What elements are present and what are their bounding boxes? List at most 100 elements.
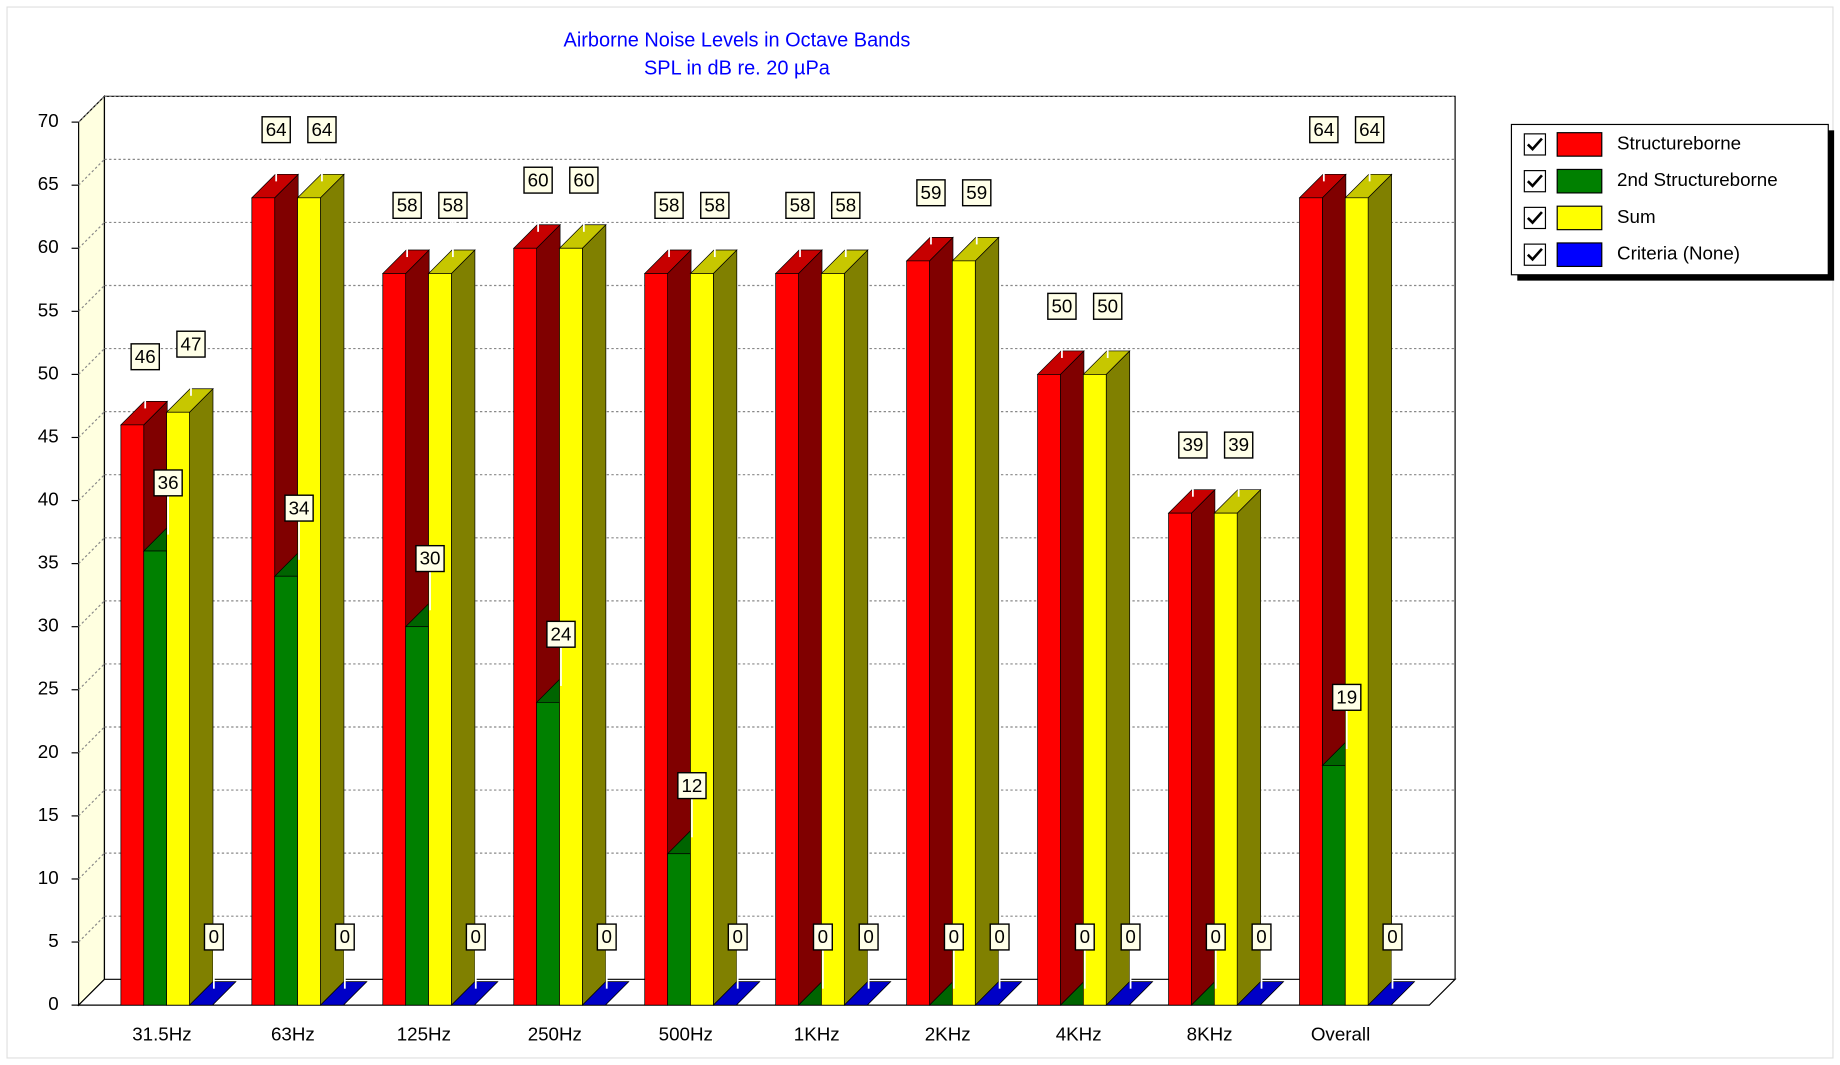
x-tick-label: 125Hz	[397, 1024, 451, 1045]
bar	[188, 981, 237, 1006]
value-label: 0	[340, 926, 350, 947]
bar-front	[166, 411, 190, 1006]
bar-front	[1344, 197, 1369, 1006]
value-label: 0	[1387, 926, 1397, 947]
value-label-box	[176, 330, 206, 358]
value-label-box	[812, 923, 833, 951]
bar-front	[251, 197, 276, 1006]
bar-top	[1105, 981, 1154, 1006]
bar-front	[1168, 512, 1192, 1006]
value-label-box	[1047, 292, 1077, 320]
value-label-box	[415, 544, 445, 573]
legend-label: Criteria (None)	[1617, 243, 1740, 264]
bar	[1367, 981, 1416, 1006]
value-label: 39	[1228, 434, 1249, 455]
bar	[450, 981, 499, 1006]
legend-label: Structureborne	[1617, 132, 1741, 153]
bar-front	[297, 197, 321, 1006]
bar	[1082, 350, 1131, 1006]
legend-check	[1526, 137, 1543, 152]
value-label-box	[307, 116, 337, 144]
bar-top	[712, 981, 761, 1006]
bar	[558, 223, 607, 1006]
value-label: 0	[949, 926, 959, 947]
value-label: 50	[1097, 295, 1118, 316]
value-label-box	[1074, 923, 1095, 951]
x-tick-label: 63Hz	[271, 1024, 315, 1045]
legend-checkbox[interactable]	[1523, 133, 1547, 156]
y-tick-label: 30	[38, 615, 59, 636]
bar-top	[974, 981, 1023, 1006]
value-label: 58	[442, 195, 463, 216]
bar-side	[974, 236, 1000, 1006]
bar-front	[513, 247, 537, 1006]
y-tick-label: 0	[48, 993, 58, 1014]
bar	[1105, 981, 1154, 1006]
grid-line	[78, 852, 105, 880]
value-label-box	[1331, 683, 1362, 711]
y-tick-label: 25	[38, 678, 59, 699]
value-label-box	[465, 923, 486, 951]
value-label-box	[700, 191, 730, 220]
y-tick-label: 45	[38, 425, 59, 446]
grid-line	[78, 915, 105, 943]
grid-line	[78, 726, 105, 754]
bar-front	[143, 550, 167, 1006]
value-label: 0	[994, 926, 1004, 947]
value-label-box	[438, 191, 468, 220]
bar	[165, 387, 214, 1006]
value-label-box	[1223, 431, 1254, 459]
y-tick-label: 35	[38, 552, 59, 573]
value-label: 19	[1336, 686, 1357, 707]
y-tick-label: 50	[38, 362, 59, 383]
bar	[427, 249, 476, 1006]
bar-side	[1060, 350, 1085, 1006]
legend-checkbox[interactable]	[1523, 170, 1547, 193]
bar-top	[450, 981, 499, 1006]
value-label: 59	[966, 182, 987, 203]
bar-front	[906, 260, 930, 1006]
bar	[951, 236, 1000, 1006]
value-label: 59	[921, 182, 942, 203]
grid-line	[78, 222, 105, 249]
grid-line	[78, 158, 105, 186]
value-label: 0	[209, 926, 219, 947]
y-tick-label: 5	[48, 930, 58, 951]
value-label-box	[546, 620, 576, 648]
bar-front	[952, 260, 976, 1006]
value-label-box	[334, 923, 355, 951]
value-label: 30	[420, 548, 441, 569]
value-label: 60	[573, 169, 594, 190]
legend-swatch	[1556, 242, 1603, 268]
grid-line	[78, 663, 105, 691]
value-label: 58	[790, 195, 811, 216]
x-tick-label: 250Hz	[528, 1024, 582, 1045]
value-label-box	[943, 923, 964, 951]
bar-side	[929, 236, 954, 1006]
value-label: 12	[682, 775, 703, 796]
bar-front	[1322, 765, 1346, 1006]
value-label-box	[916, 179, 946, 207]
legend-checkbox[interactable]	[1523, 243, 1547, 266]
legend-swatch	[1556, 205, 1603, 231]
bar-front	[536, 702, 560, 1006]
value-label-box	[1178, 431, 1208, 459]
x-tick-label: 2KHz	[925, 1024, 971, 1045]
value-label-box	[961, 179, 992, 207]
value-label-box	[785, 191, 815, 220]
value-label-box	[1205, 923, 1226, 951]
x-tick-label: 31.5Hz	[132, 1024, 191, 1045]
legend-checkbox[interactable]	[1523, 206, 1547, 230]
value-label-box	[654, 191, 684, 220]
value-label: 58	[659, 195, 680, 216]
bar-front	[405, 626, 429, 1006]
left-wall	[78, 94, 106, 1007]
bar	[689, 249, 738, 1006]
value-label-box	[523, 166, 553, 194]
value-label: 0	[1256, 926, 1266, 947]
bar	[843, 981, 892, 1006]
bar-side	[451, 249, 476, 1006]
value-label: 60	[528, 169, 549, 190]
